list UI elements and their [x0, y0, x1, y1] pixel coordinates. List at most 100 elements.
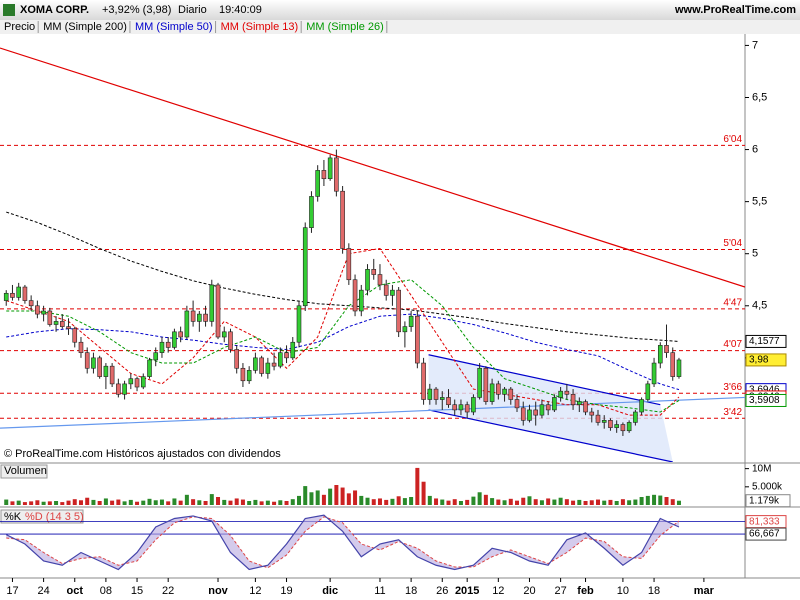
volume-bar [502, 500, 507, 505]
candle-body [134, 378, 140, 388]
x-tick-label: 08 [100, 585, 112, 597]
volume-bar [153, 500, 158, 505]
candle-body [577, 401, 582, 406]
candle-body [396, 289, 401, 333]
candle-body [265, 362, 271, 374]
x-tick-label: dic [322, 585, 338, 597]
volume-bar [184, 494, 189, 505]
volume-bar [602, 500, 607, 505]
level-label: 4'07 [723, 339, 742, 350]
candle-body [346, 248, 352, 281]
candle-body [408, 315, 414, 327]
volume-bar [203, 501, 208, 505]
candle-body [670, 352, 676, 377]
candle-body [520, 407, 526, 421]
volume-title: Volumen [4, 465, 47, 477]
candle-body [3, 292, 9, 301]
candle-body [253, 357, 258, 371]
candle-body [508, 388, 514, 400]
legend-entry: MM (Simple 200) [43, 21, 127, 33]
candle-body [47, 310, 53, 325]
candle-body [402, 326, 408, 333]
value-box-label: 3,5908 [749, 395, 780, 406]
volume-bar [16, 500, 21, 505]
volume-bar [645, 495, 650, 505]
volume-bar [515, 500, 520, 505]
volume-bar [41, 501, 46, 505]
candle-body [558, 390, 563, 398]
volume-bar [135, 501, 140, 505]
candle-body [626, 422, 632, 432]
volume-bar [608, 499, 613, 505]
candle-body [128, 378, 134, 385]
candle-body [377, 274, 383, 286]
y-tick-label: 7 [752, 39, 758, 51]
volume-bar [253, 499, 258, 505]
candle-body [209, 284, 215, 322]
volume-bar [91, 499, 96, 505]
candle-body [608, 420, 613, 428]
candle-body [527, 409, 532, 421]
stoch-d-title: %D (14 3 5) [25, 511, 84, 523]
candle-body [28, 300, 34, 307]
volume-bar [396, 496, 401, 505]
volume-bar [315, 490, 320, 505]
x-tick-label: 15 [131, 585, 143, 597]
volume-bar [321, 494, 326, 505]
volume-bar [47, 501, 52, 505]
candle-body [601, 420, 607, 423]
candle-body [165, 341, 171, 348]
candle-body [290, 341, 296, 359]
legend-entry: Precio [4, 21, 35, 33]
x-tick-label: feb [577, 585, 594, 597]
volume-bar [54, 501, 59, 505]
candle-body [197, 313, 202, 322]
x-tick-label: 11 [374, 585, 385, 597]
candle-body [78, 341, 84, 353]
volume-bar [72, 499, 77, 505]
volume-bar [159, 499, 164, 505]
candle-body [334, 157, 339, 192]
candle-body [203, 313, 208, 322]
volume-bar [533, 499, 538, 505]
volume-bar [639, 497, 644, 505]
x-tick-label: 27 [554, 585, 566, 597]
x-tick-label: 12 [492, 585, 504, 597]
y-tick-label: 5 [752, 248, 758, 260]
x-tick-label: 17 [6, 585, 18, 597]
site: www.ProRealTime.com [674, 4, 796, 16]
volume-bar [583, 501, 588, 505]
candle-body [514, 399, 520, 409]
volume-bar [296, 495, 301, 505]
x-tick-label: 19 [280, 585, 292, 597]
y-tick-label: 4,5 [752, 300, 767, 312]
candle-body [583, 401, 588, 413]
candle-body [228, 331, 233, 350]
value-box [745, 353, 787, 367]
volume-bar [427, 495, 432, 505]
candle-body [178, 331, 183, 338]
legend: Precio MM (Simple 200) MM (Simple 50) MM (S… [4, 21, 388, 33]
candle-body [97, 357, 102, 377]
candle-body [352, 279, 358, 312]
volume-bar [465, 499, 470, 505]
volume-bar [178, 500, 183, 505]
volume-bar [390, 498, 395, 505]
volume-bar [658, 495, 663, 505]
volume-bar [272, 501, 277, 505]
volume-bar [97, 501, 102, 505]
y-tick-label: 10M [752, 463, 771, 474]
candle-body [421, 362, 426, 400]
volume-bar [558, 497, 563, 505]
candle-body [595, 414, 601, 423]
volume-bar [340, 487, 345, 505]
volume-bar [477, 492, 482, 505]
volume-bar [652, 494, 657, 505]
header-bar [0, 0, 800, 20]
volume-bar [278, 500, 283, 505]
volume-bar [22, 502, 27, 505]
volume-bar [240, 499, 245, 505]
candle-body [489, 383, 495, 402]
volume-bar [353, 490, 358, 505]
